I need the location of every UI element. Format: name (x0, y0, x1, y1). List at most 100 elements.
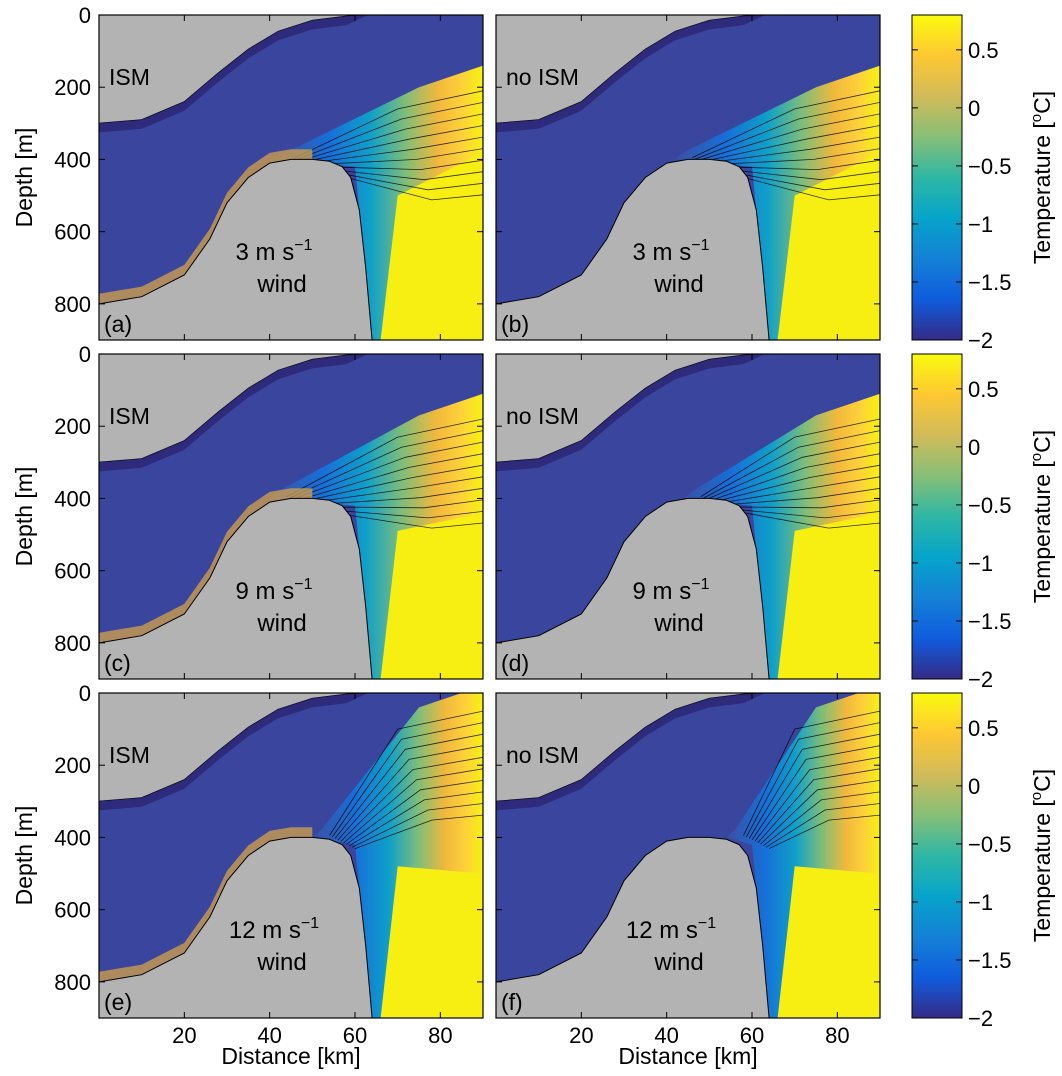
isotherm-contour (709, 453, 880, 502)
panel-id-label: (c) (104, 650, 131, 676)
x-tick-label: 20 (172, 1023, 196, 1048)
y-tick-label: 800 (54, 292, 91, 317)
isotherm-contour (697, 113, 880, 161)
warm-core (777, 866, 880, 1018)
isotherm-contour (312, 509, 483, 529)
isotherm-contour (292, 441, 483, 500)
y-tick-label: 0 (79, 681, 91, 706)
panel-frame (98, 353, 484, 680)
wind-word-label: wind (653, 949, 703, 976)
colorbar-row-1: 0.5 0 −0.5 −1 −1.5 −2 Temperature [oC] (911, 14, 1055, 353)
colorbar-row-2: 0.5 0 −0.5 −1 −1.5 −2 Temperature [oC] (911, 353, 1055, 692)
cold-outflow-band (496, 354, 880, 472)
colorbar-row-3: 0.5 0 −0.5 −1 −1.5 −2 Temperature [oC] (911, 692, 1055, 1031)
y-axis-label: Depth [m] (11, 128, 37, 228)
wind-word-label: wind (256, 271, 306, 298)
isotherm-contour (757, 768, 880, 844)
isotherm-contour (763, 791, 880, 847)
isotherm-contour (303, 125, 483, 163)
colorbar-tick-label: −1 (968, 890, 993, 915)
y-tick-label: 0 (79, 342, 91, 367)
isotherm-contour (717, 170, 880, 201)
y-tick-label: 600 (54, 220, 91, 245)
colorbar-tick-label: −2 (968, 1006, 993, 1031)
y-tick-label: 200 (54, 75, 91, 100)
panel-frame (98, 692, 484, 1019)
isotherm-contour (297, 102, 483, 160)
isotherm-contour (754, 756, 880, 842)
isotherm-contour (295, 453, 483, 502)
sill-bathymetry (496, 836, 770, 1018)
colorbar-tick-label: −2 (968, 667, 993, 692)
case-label: no ISM (506, 742, 579, 768)
isotherm-contour (317, 168, 483, 191)
isotherm-contour (745, 722, 880, 838)
isotherm-contour (692, 90, 880, 158)
panel-id-label: (b) (501, 311, 529, 337)
isotherm-contour (748, 733, 880, 839)
isotherm-contour (334, 733, 483, 839)
isotherm-contour (723, 507, 880, 519)
panel-frame (495, 692, 881, 1019)
isotherm-contour (295, 90, 483, 158)
wind-word-label: wind (256, 610, 306, 637)
colorbar-tick-label: −1.5 (968, 270, 1011, 295)
isotherm-contour (768, 814, 880, 849)
isotherm-contour (709, 159, 880, 171)
colorbar-tick-label: −1.5 (968, 948, 1011, 973)
warm-core (380, 866, 483, 1018)
panel-frame (495, 353, 881, 680)
case-label: ISM (109, 742, 150, 768)
isotherm-contour (714, 168, 880, 191)
isotherm-contour (700, 125, 880, 163)
y-axis-label: Depth [m] (11, 467, 37, 567)
wind-word-label: wind (256, 949, 306, 976)
cold-outflow-band (99, 354, 483, 472)
isotherm-contour (694, 102, 880, 160)
isotherm-contour (712, 167, 880, 181)
colorbar-tick-label: −1.5 (968, 609, 1011, 634)
y-tick-label: 400 (54, 825, 91, 850)
isotherm-contour (306, 499, 483, 509)
colorbar-tick-label: 0 (968, 96, 980, 121)
y-tick-label: 600 (54, 898, 91, 923)
isotherm-contour (352, 803, 483, 848)
cold-outflow-band (496, 15, 880, 133)
sill-bathymetry (496, 158, 770, 340)
panel-id-label: (e) (104, 989, 132, 1015)
isotherm-contour (300, 113, 483, 161)
colorbar (911, 692, 963, 1019)
colorbar-label: Temperature [oC] (1028, 91, 1055, 264)
isotherm-contour (760, 780, 880, 845)
sill-bathymetry (496, 497, 770, 679)
case-label: no ISM (506, 64, 579, 90)
isotherm-contour (700, 418, 880, 497)
colorbar-tick-label: −0.5 (968, 493, 1011, 518)
isotherm-contour (306, 136, 483, 164)
isotherm-contour (743, 710, 880, 836)
isotherm-contour (346, 780, 483, 845)
colorbar-tick-label: −0.5 (968, 154, 1011, 179)
y-tick-label: 800 (54, 970, 91, 995)
wind-word-label: wind (653, 610, 703, 637)
sill-bathymetry (99, 497, 373, 679)
colorbar (911, 14, 963, 341)
isotherm-contour (706, 441, 880, 500)
cold-outflow-band (496, 693, 880, 811)
isotherm-contour (706, 148, 880, 166)
panel-id-label: (d) (501, 650, 529, 676)
panel-frame (98, 14, 484, 341)
y-tick-label: 200 (54, 753, 91, 778)
panel-frame (495, 14, 881, 341)
y-axis-label: Depth [m] (11, 806, 37, 906)
isotherm-contour (303, 487, 483, 506)
isotherm-contour (349, 791, 483, 847)
y-tick-label: 400 (54, 147, 91, 172)
case-label: ISM (109, 403, 150, 429)
colorbar-label: Temperature [oC] (1028, 769, 1055, 942)
colorbar-tick-label: 0.5 (968, 38, 999, 63)
isotherm-contour (340, 756, 483, 842)
